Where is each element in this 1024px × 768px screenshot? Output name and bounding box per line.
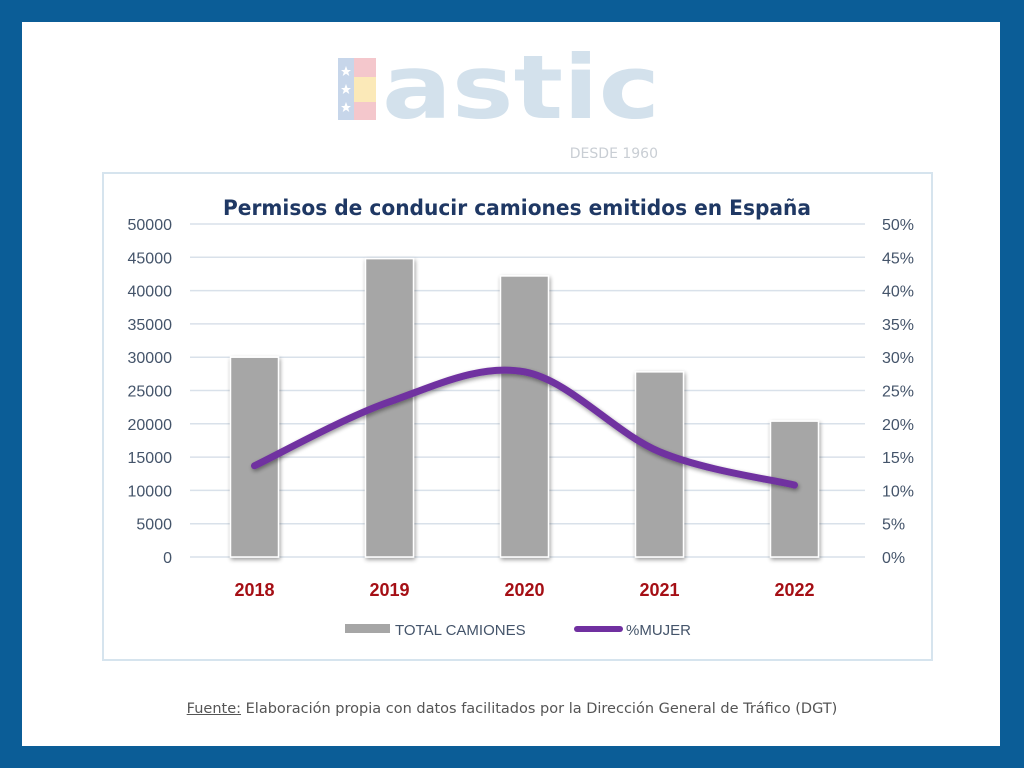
bar-2021 xyxy=(634,371,685,558)
bar-2020 xyxy=(499,275,550,558)
y-left-tick: 25000 xyxy=(128,384,173,401)
y-right-tick: 50% xyxy=(882,217,914,234)
x-tick-label: 2018 xyxy=(234,580,274,600)
y-right-tick: 25% xyxy=(882,384,914,401)
y-right-tick: 45% xyxy=(882,250,914,267)
y-left-tick: 0 xyxy=(163,550,172,567)
legend-label-line: %MUJER xyxy=(626,622,691,639)
legend: TOTAL CAMIONES %MUJER xyxy=(345,622,691,639)
chart-frame xyxy=(102,172,933,661)
y-right-tick: 5% xyxy=(882,517,905,534)
y-right-tick: 35% xyxy=(882,317,914,334)
y-left-tick: 45000 xyxy=(128,250,173,267)
y-left-tick: 20000 xyxy=(128,417,173,434)
logo-wordmark: astic xyxy=(382,36,660,139)
source-label: Fuente: xyxy=(186,701,242,717)
y-left-tick: 15000 xyxy=(128,450,173,467)
y-right-tick: 0% xyxy=(882,550,905,567)
y-left-tick: 40000 xyxy=(128,284,173,301)
star-icons xyxy=(341,66,351,112)
bar-2022 xyxy=(769,420,820,558)
astic-logo: astic DESDE 1960 xyxy=(338,36,660,162)
y-left-tick: 35000 xyxy=(128,317,173,334)
logo-tagline: DESDE 1960 xyxy=(570,146,658,162)
y-left-tick: 30000 xyxy=(128,350,173,367)
y-left-tick: 10000 xyxy=(128,483,173,500)
x-tick-label: 2020 xyxy=(504,580,544,600)
x-tick-label: 2022 xyxy=(774,580,814,600)
y-left-tick: 5000 xyxy=(136,517,172,534)
y-left-tick: 50000 xyxy=(128,217,173,234)
x-tick-label: 2021 xyxy=(639,580,679,600)
x-tick-label: 2019 xyxy=(369,580,409,600)
y-right-tick: 15% xyxy=(882,450,914,467)
source-footer: Fuente: Elaboración propia con datos fac… xyxy=(0,701,1024,717)
y-right-tick: 20% xyxy=(882,417,914,434)
y-right-tick: 10% xyxy=(882,483,914,500)
legend-label-bar: TOTAL CAMIONES xyxy=(395,622,526,639)
y-right-tick: 40% xyxy=(882,284,914,301)
legend-swatch-bar xyxy=(345,624,390,633)
chart-title: Permisos de conducir camiones emitidos e… xyxy=(223,196,811,220)
source-text: Elaboración propia con datos facilitados… xyxy=(241,701,838,717)
y-right-tick: 30% xyxy=(882,350,914,367)
